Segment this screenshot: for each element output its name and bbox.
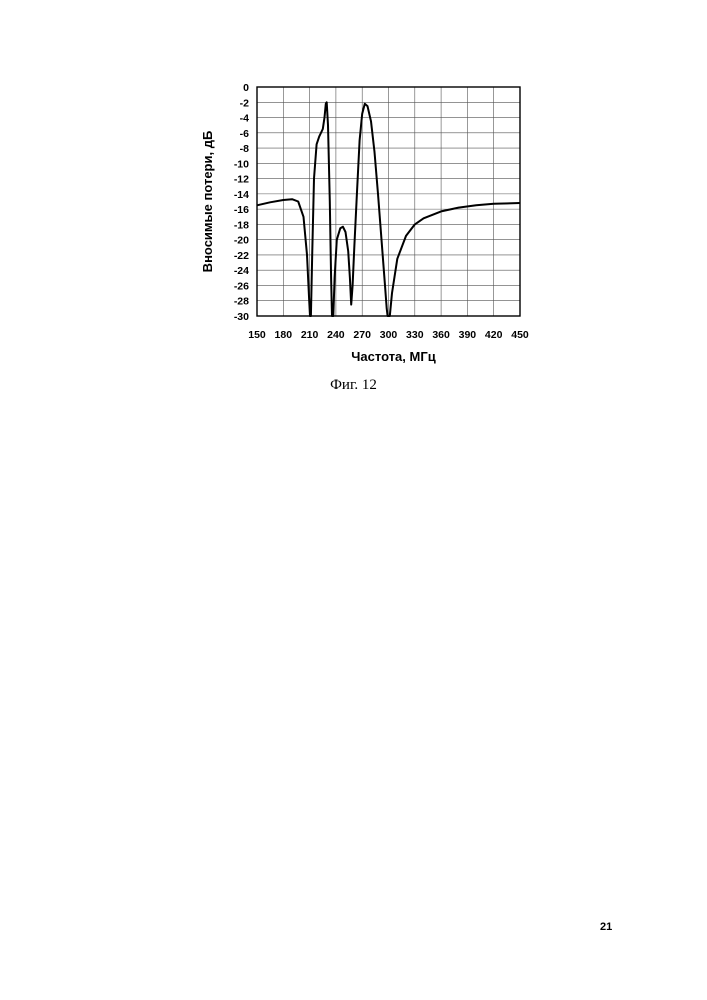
page-number: 21 [600, 921, 630, 933]
y-axis-label: Вносимые потери, дБ [200, 131, 215, 273]
x-tick-label: 330 [406, 329, 424, 341]
x-tick-label: 210 [301, 329, 319, 341]
x-tick-label: 390 [459, 329, 477, 341]
y-tick-label: -28 [234, 296, 249, 308]
x-tick-label: 270 [353, 329, 371, 341]
insertion-loss-chart: 0 -2 -4 -6 -8 -10 -12 -14 -16 -18 -20 -22 -24 -26 -28 -… [0, 0, 707, 420]
y-tick-label: -26 [234, 280, 249, 292]
y-tick-label: -24 [234, 265, 249, 277]
figure-caption: Фиг. 12 [0, 377, 707, 394]
y-tick-label: 0 [243, 82, 249, 94]
x-tick-label: 180 [275, 329, 293, 341]
y-tick-label: -8 [240, 143, 249, 155]
y-tick-label: -14 [234, 189, 249, 201]
y-tick-label: -12 [234, 174, 249, 186]
y-tick-label: -2 [240, 97, 249, 109]
y-tick-label: -10 [234, 158, 249, 170]
y-tick-label: -30 [234, 311, 249, 323]
y-tick-label: -6 [240, 128, 249, 140]
y-axis-ticks: 0 -2 -4 -6 -8 -10 -12 -14 -16 -18 -20 -22 -24 -26 -28 -… [234, 82, 249, 323]
y-tick-label: -20 [234, 235, 249, 247]
x-tick-label: 300 [380, 329, 398, 341]
x-axis-ticks: 150 180 210 240 270 300 330 360 390 420 450 [248, 329, 529, 341]
x-tick-label: 240 [327, 329, 345, 341]
x-axis-label: Частота, МГц [351, 349, 435, 364]
x-tick-label: 450 [511, 329, 529, 341]
y-tick-label: -22 [234, 250, 249, 262]
x-tick-label: 150 [248, 329, 266, 341]
y-tick-label: -18 [234, 219, 249, 231]
y-tick-label: -16 [234, 204, 249, 216]
x-tick-label: 360 [432, 329, 450, 341]
y-tick-label: -4 [240, 113, 249, 125]
x-tick-label: 420 [485, 329, 503, 341]
